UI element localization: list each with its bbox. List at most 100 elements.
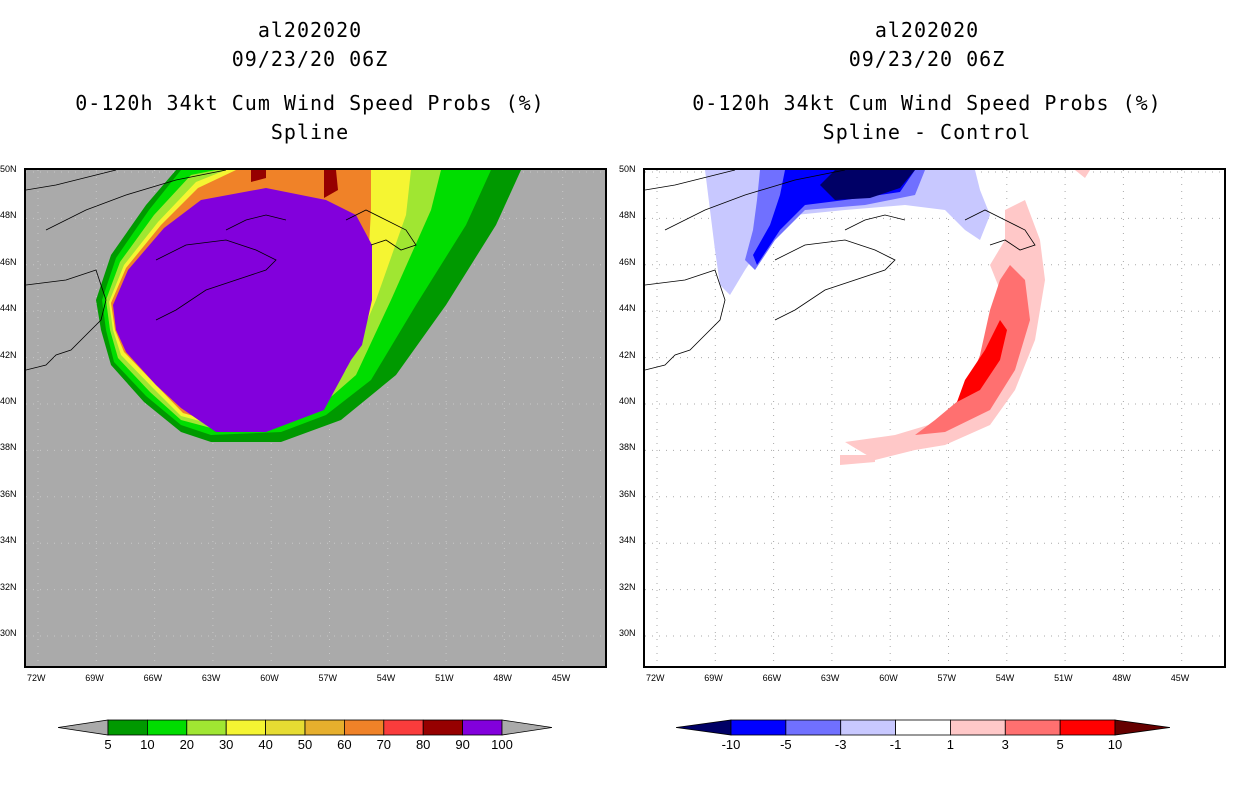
lon-tick-label: 54W xyxy=(995,673,1015,683)
colorbar-label: 90 xyxy=(455,737,470,752)
colorbar-label: 100 xyxy=(491,737,513,752)
colorbar-segment xyxy=(304,719,345,736)
method-label: Spline - Control xyxy=(822,120,1032,144)
colorbar-label: 40 xyxy=(258,737,273,752)
lon-tick-label: 51W xyxy=(1054,673,1073,683)
method-label: Spline xyxy=(270,120,350,144)
right-map xyxy=(643,168,1226,668)
colorbar-segment xyxy=(147,719,188,736)
colorbar-high-arrow xyxy=(1114,719,1170,736)
colorbar-low-arrow xyxy=(58,719,109,736)
lon-tick-label: 54W xyxy=(376,673,396,683)
colorbar-label: 5 xyxy=(104,737,112,752)
prob-80-90-b xyxy=(324,170,338,198)
lon-tick-label: 63W xyxy=(201,673,221,683)
lat-tick-label: 32N xyxy=(0,581,17,592)
lat-tick-label: 44N xyxy=(0,303,17,314)
colorbar-segment xyxy=(1059,719,1116,736)
colorbar-label: 5 xyxy=(1056,737,1064,752)
lat-tick-label: 50N xyxy=(0,164,17,174)
colorbar-segment xyxy=(950,719,1006,736)
colorbar-label: 30 xyxy=(218,737,234,752)
lat-tick-label: 46N xyxy=(619,256,636,267)
colorbar-segment xyxy=(265,719,306,736)
colorbar-segment xyxy=(895,719,951,736)
lon-tick-label: 72W xyxy=(646,673,665,683)
diff-pos-5-10 xyxy=(957,320,1007,402)
lon-tick-label: 72W xyxy=(27,673,46,683)
colorbar-segment xyxy=(1004,719,1061,736)
lat-tick-label: 36N xyxy=(619,488,636,499)
colorbar-label: 50 xyxy=(297,737,313,752)
lat-tick-label: 40N xyxy=(619,396,636,406)
left-map-fill xyxy=(26,170,605,666)
colorbar-label: 10 xyxy=(140,737,155,752)
lat-tick-label: 30N xyxy=(0,628,17,638)
lon-tick-label: 45W xyxy=(551,673,571,683)
diff-pos-1-3-c xyxy=(1075,170,1090,178)
lat-tick-label: 44N xyxy=(619,303,636,314)
colorbar-segment xyxy=(186,719,227,736)
diff-neg-10 xyxy=(820,170,915,200)
lon-tick-label: 69W xyxy=(704,673,723,683)
colorbar-label: -10 xyxy=(721,737,741,752)
right-title: al202020 09/23/20 06Z 0-120h 34kt Cum Wi… xyxy=(627,16,1227,147)
product-title: 0-120h 34kt Cum Wind Speed Probs (%) xyxy=(692,91,1162,115)
diff-pos-3-5 xyxy=(915,265,1030,435)
colorbar-high-arrow xyxy=(501,719,552,736)
coastline xyxy=(26,170,417,371)
prob-80-90 xyxy=(251,170,266,182)
colorbar-segment xyxy=(383,719,424,736)
lon-tick-label: 69W xyxy=(85,673,104,683)
lon-tick-label: 60W xyxy=(260,673,279,683)
lon-tick-label: 66W xyxy=(143,673,163,683)
colorbar-segment xyxy=(225,719,266,736)
colorbar-segment xyxy=(343,719,385,736)
lat-tick-label: 32N xyxy=(619,581,636,592)
lon-tick-label: 66W xyxy=(762,673,782,683)
colorbar-segment xyxy=(840,719,896,736)
colorbar-label: 3 xyxy=(1001,737,1009,752)
colorbar-label: 1 xyxy=(946,737,955,752)
left-title: al202020 09/23/20 06Z 0-120h 34kt Cum Wi… xyxy=(10,16,610,147)
lat-tick-label: 42N xyxy=(619,349,636,360)
colorbar-label: 70 xyxy=(376,737,392,752)
lat-tick-label: 38N xyxy=(619,442,636,453)
colorbar-label: -3 xyxy=(834,737,847,752)
lon-tick-label: 48W xyxy=(1112,673,1131,683)
lat-tick-label: 30N xyxy=(619,628,636,638)
colorbar-segment xyxy=(730,719,787,736)
lat-tick-label: 42N xyxy=(0,349,17,360)
storm-id: al202020 xyxy=(874,18,980,42)
lat-tick-label: 34N xyxy=(0,535,17,546)
right-map-fill xyxy=(645,170,1224,666)
product-title: 0-120h 34kt Cum Wind Speed Probs (%) xyxy=(75,91,545,115)
lon-tick-label: 45W xyxy=(1170,673,1190,683)
colorbar-label: -1 xyxy=(889,737,902,752)
colorbar-low-arrow xyxy=(676,719,732,736)
lon-tick-label: 51W xyxy=(435,673,454,683)
right-colorbar: -10 -5 -3 -1 1 3 5 10 xyxy=(676,719,1170,759)
init-time: 09/23/20 06Z xyxy=(231,47,389,71)
lon-tick-label: 60W xyxy=(879,673,898,683)
left-colorbar: 5 10 20 30 40 50 60 70 80 90 100 xyxy=(58,719,552,759)
colorbar-label: 10 xyxy=(1107,737,1123,752)
colorbar-label: 60 xyxy=(337,737,352,752)
colorbar-label: -5 xyxy=(780,737,792,752)
lon-tick-label: 63W xyxy=(820,673,840,683)
colorbar-label: 80 xyxy=(415,737,431,752)
colorbar-segment xyxy=(462,719,503,736)
lat-tick-label: 38N xyxy=(0,442,17,453)
lat-tick-label: 36N xyxy=(0,488,17,499)
colorbar-segment xyxy=(107,719,148,736)
lat-tick-label: 40N xyxy=(0,396,17,406)
colorbar-segment xyxy=(422,719,464,736)
lon-tick-label: 57W xyxy=(937,673,957,683)
lat-tick-label: 50N xyxy=(619,164,636,174)
lat-tick-label: 48N xyxy=(619,210,636,221)
colorbar-segment xyxy=(785,719,842,736)
storm-id: al202020 xyxy=(257,18,363,42)
left-map xyxy=(24,168,607,668)
lat-tick-label: 46N xyxy=(0,256,17,267)
colorbar-label: 20 xyxy=(179,737,195,752)
